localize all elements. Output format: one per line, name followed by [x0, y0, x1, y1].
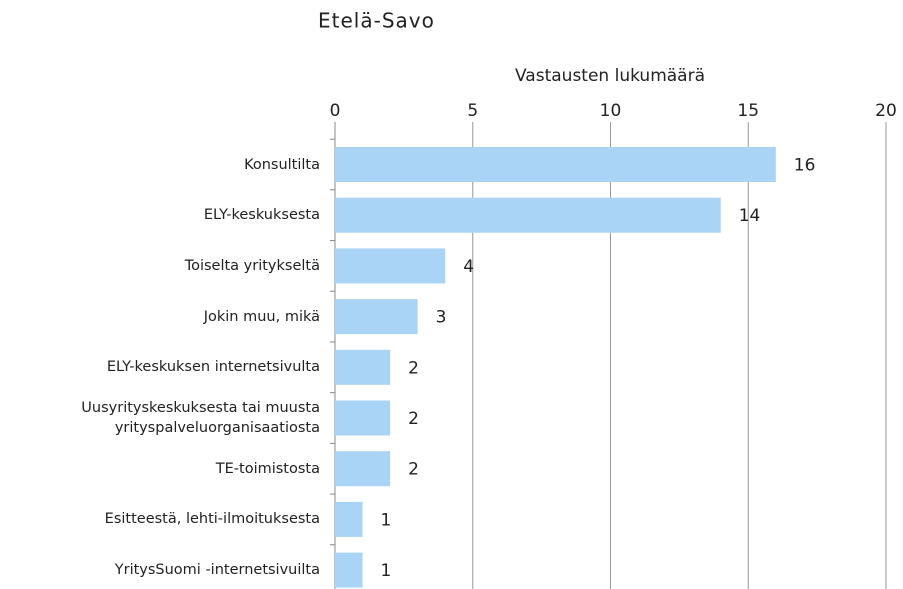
- bar: [335, 147, 776, 182]
- x-tick-label: 0: [330, 101, 341, 121]
- bar: [335, 501, 363, 537]
- bar: [335, 248, 446, 284]
- value-label: 1: [381, 510, 392, 530]
- y-tick-label: Konsultilta: [244, 156, 320, 173]
- value-label: 2: [408, 460, 419, 480]
- x-tick-label: 15: [737, 101, 759, 121]
- y-tick-label: ELY-keskuksen internetsivulta: [106, 359, 320, 376]
- x-tick-label: 5: [467, 101, 478, 121]
- bar: [335, 400, 391, 436]
- value-label: 2: [408, 409, 419, 429]
- chart-title: Etelä-Savo: [318, 9, 435, 33]
- y-tick-label: TE-toimistosta: [215, 460, 320, 477]
- value-label: 2: [408, 358, 419, 378]
- y-tick-label: Toiselta yritykseltä: [184, 257, 320, 274]
- y-tick-label: ELY-keskuksesta: [203, 207, 320, 224]
- value-label: 4: [463, 257, 474, 277]
- y-tick-label: Jokin muu, mikä: [203, 308, 320, 325]
- y-tick-label: YritysSuomi -internetsivuilta: [114, 562, 320, 579]
- x-tick-label: 10: [600, 101, 622, 121]
- bar: [335, 197, 721, 233]
- x-tick-label: 20: [875, 101, 897, 121]
- value-label: 14: [739, 206, 761, 226]
- value-label: 16: [794, 156, 816, 176]
- y-tick-label: Uusyrityskeskuksesta tai muusta yrityspa…: [81, 400, 320, 436]
- bar: [335, 349, 391, 385]
- x-axis-title: Vastausten lukumäärä: [515, 66, 705, 86]
- value-label: 1: [381, 561, 392, 581]
- value-label: 3: [436, 308, 447, 328]
- bar: [335, 451, 391, 487]
- bar: [335, 552, 363, 588]
- bar: [335, 299, 418, 335]
- y-tick-label: Esitteestä, lehti-ilmoituksesta: [104, 511, 320, 528]
